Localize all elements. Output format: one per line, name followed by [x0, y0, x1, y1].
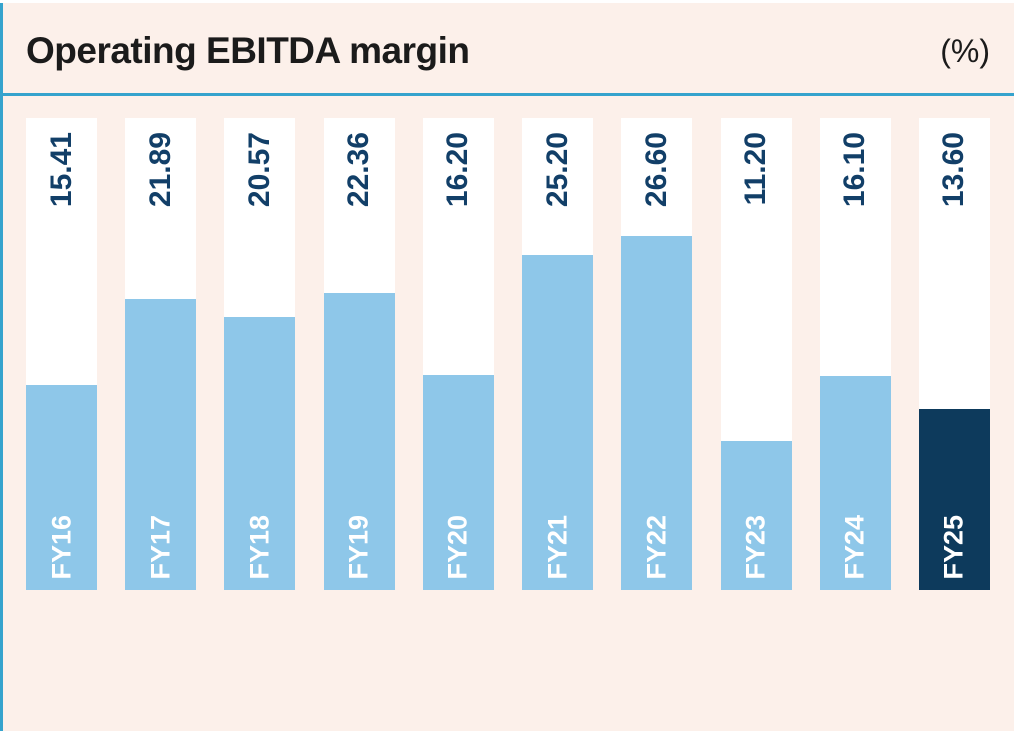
- category-label: FY16: [46, 515, 76, 580]
- value-label: 20.57: [242, 132, 276, 208]
- bar: FY18: [224, 316, 296, 590]
- value-label: 21.89: [143, 132, 177, 208]
- value-label: 11.20: [739, 132, 773, 206]
- category-label: FY21: [542, 515, 573, 580]
- category-label: FY25: [938, 515, 969, 580]
- bar-column: 20.57 FY18: [224, 118, 296, 590]
- category-label: FY22: [641, 515, 672, 580]
- bar-column: 13.60 FY25: [918, 118, 990, 590]
- category-label: FY24: [839, 515, 870, 580]
- category-label: FY19: [343, 515, 374, 580]
- value-label: 13.60: [937, 132, 971, 208]
- bar-column: 16.20 FY20: [422, 118, 494, 590]
- bar-column: 26.60 FY22: [621, 118, 693, 590]
- chart-title: Operating EBITDA margin: [26, 30, 470, 71]
- value-label: 16.20: [441, 132, 475, 208]
- bar: FY20: [422, 374, 494, 590]
- chart-header: Operating EBITDA margin (%): [3, 3, 1014, 93]
- bar: FY22: [621, 236, 693, 590]
- header-divider: [3, 93, 1014, 96]
- value-label: 26.60: [639, 132, 673, 208]
- bar-column: 21.89 FY17: [125, 118, 197, 590]
- bar: FY24: [819, 375, 891, 590]
- bar-column: 16.10 FY24: [819, 118, 891, 590]
- bar: FY17: [125, 298, 197, 590]
- bar: FY25: [918, 409, 990, 590]
- value-label: 25.20: [540, 132, 574, 208]
- value-label: 15.41: [44, 132, 78, 208]
- bar-column: 22.36 FY19: [323, 118, 395, 590]
- bar: FY19: [323, 292, 395, 590]
- bar: FY21: [522, 254, 594, 590]
- bar: FY16: [26, 385, 97, 590]
- bar-column: 11.20 FY23: [720, 118, 792, 590]
- category-label: FY20: [442, 515, 473, 580]
- unit-label: (%): [940, 32, 990, 69]
- category-label: FY18: [244, 515, 275, 580]
- bar-columns: 15.41 FY16 21.89 FY17 20.57 FY18 22.36 FY19 16.2…: [3, 96, 1014, 590]
- value-label: 16.10: [838, 132, 872, 208]
- category-label: FY17: [145, 515, 176, 580]
- bar-column: 25.20 FY21: [522, 118, 594, 590]
- value-label: 22.36: [342, 132, 376, 208]
- category-label: FY23: [740, 515, 771, 580]
- bar-column: 15.41 FY16: [26, 118, 97, 590]
- chart-card: Operating EBITDA margin (%) 15.41 FY16 21.…: [0, 3, 1014, 731]
- bar: FY23: [720, 441, 792, 590]
